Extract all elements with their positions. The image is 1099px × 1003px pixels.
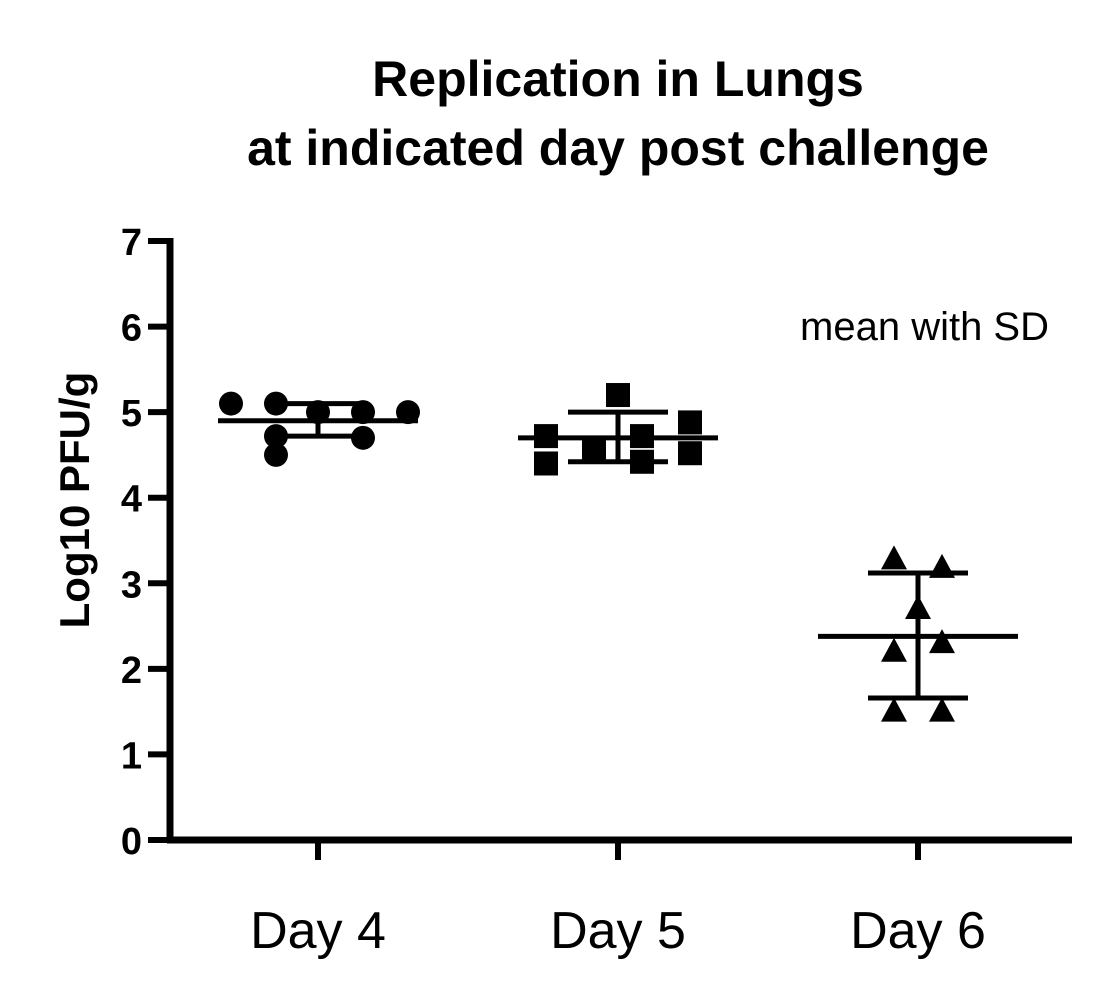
chart-title-line-2: at indicated day post challenge <box>247 120 989 176</box>
y-tick-label-2: 2 <box>121 650 142 692</box>
y-tick-label-6: 6 <box>121 308 142 350</box>
x-tick-label-2: Day 5 <box>550 902 686 960</box>
point-3-5 <box>929 629 955 654</box>
x-tick-label-3: Day 6 <box>850 902 986 960</box>
point-3-7 <box>929 697 955 722</box>
y-axis-label: Log10 PFU/g <box>51 372 98 629</box>
point-1-7 <box>351 425 375 450</box>
y-tick-label-4: 4 <box>121 479 142 521</box>
series-3 <box>818 545 1018 722</box>
y-tick-label-3: 3 <box>121 564 142 606</box>
point-1-3 <box>264 424 288 449</box>
data-marks <box>218 383 1018 722</box>
point-3-4 <box>881 637 907 662</box>
series-1 <box>218 391 420 467</box>
point-3-2 <box>929 553 955 578</box>
y-tick-label-0: 0 <box>121 821 142 863</box>
point-2-3 <box>582 438 606 463</box>
point-1-8 <box>396 400 420 425</box>
point-2-7 <box>678 410 702 435</box>
y-tick-label-1: 1 <box>121 735 142 777</box>
point-2-6 <box>630 449 654 474</box>
point-3-1 <box>881 545 907 570</box>
point-2-8 <box>678 441 702 466</box>
axes: 0 1 2 3 4 5 6 7 Day 4 Day 5 Day 6 <box>121 222 1072 960</box>
chart-title-line-1: Replication in Lungs <box>372 51 864 107</box>
x-tick-label-1: Day 4 <box>250 902 386 960</box>
y-tick-label-5: 5 <box>121 393 142 435</box>
y-tick-label-7: 7 <box>121 222 142 264</box>
point-3-6 <box>881 697 907 722</box>
stat-annotation: mean with SD <box>800 305 1049 349</box>
point-2-2 <box>534 451 558 476</box>
series-2 <box>518 383 718 476</box>
point-1-2 <box>264 391 288 416</box>
point-3-3 <box>905 594 931 619</box>
point-1-6 <box>351 400 375 425</box>
point-2-1 <box>534 424 558 449</box>
point-1-4 <box>264 442 288 467</box>
point-2-5 <box>630 424 654 449</box>
point-2-4 <box>606 383 630 408</box>
point-1-1 <box>219 391 243 416</box>
point-1-5 <box>306 400 330 425</box>
